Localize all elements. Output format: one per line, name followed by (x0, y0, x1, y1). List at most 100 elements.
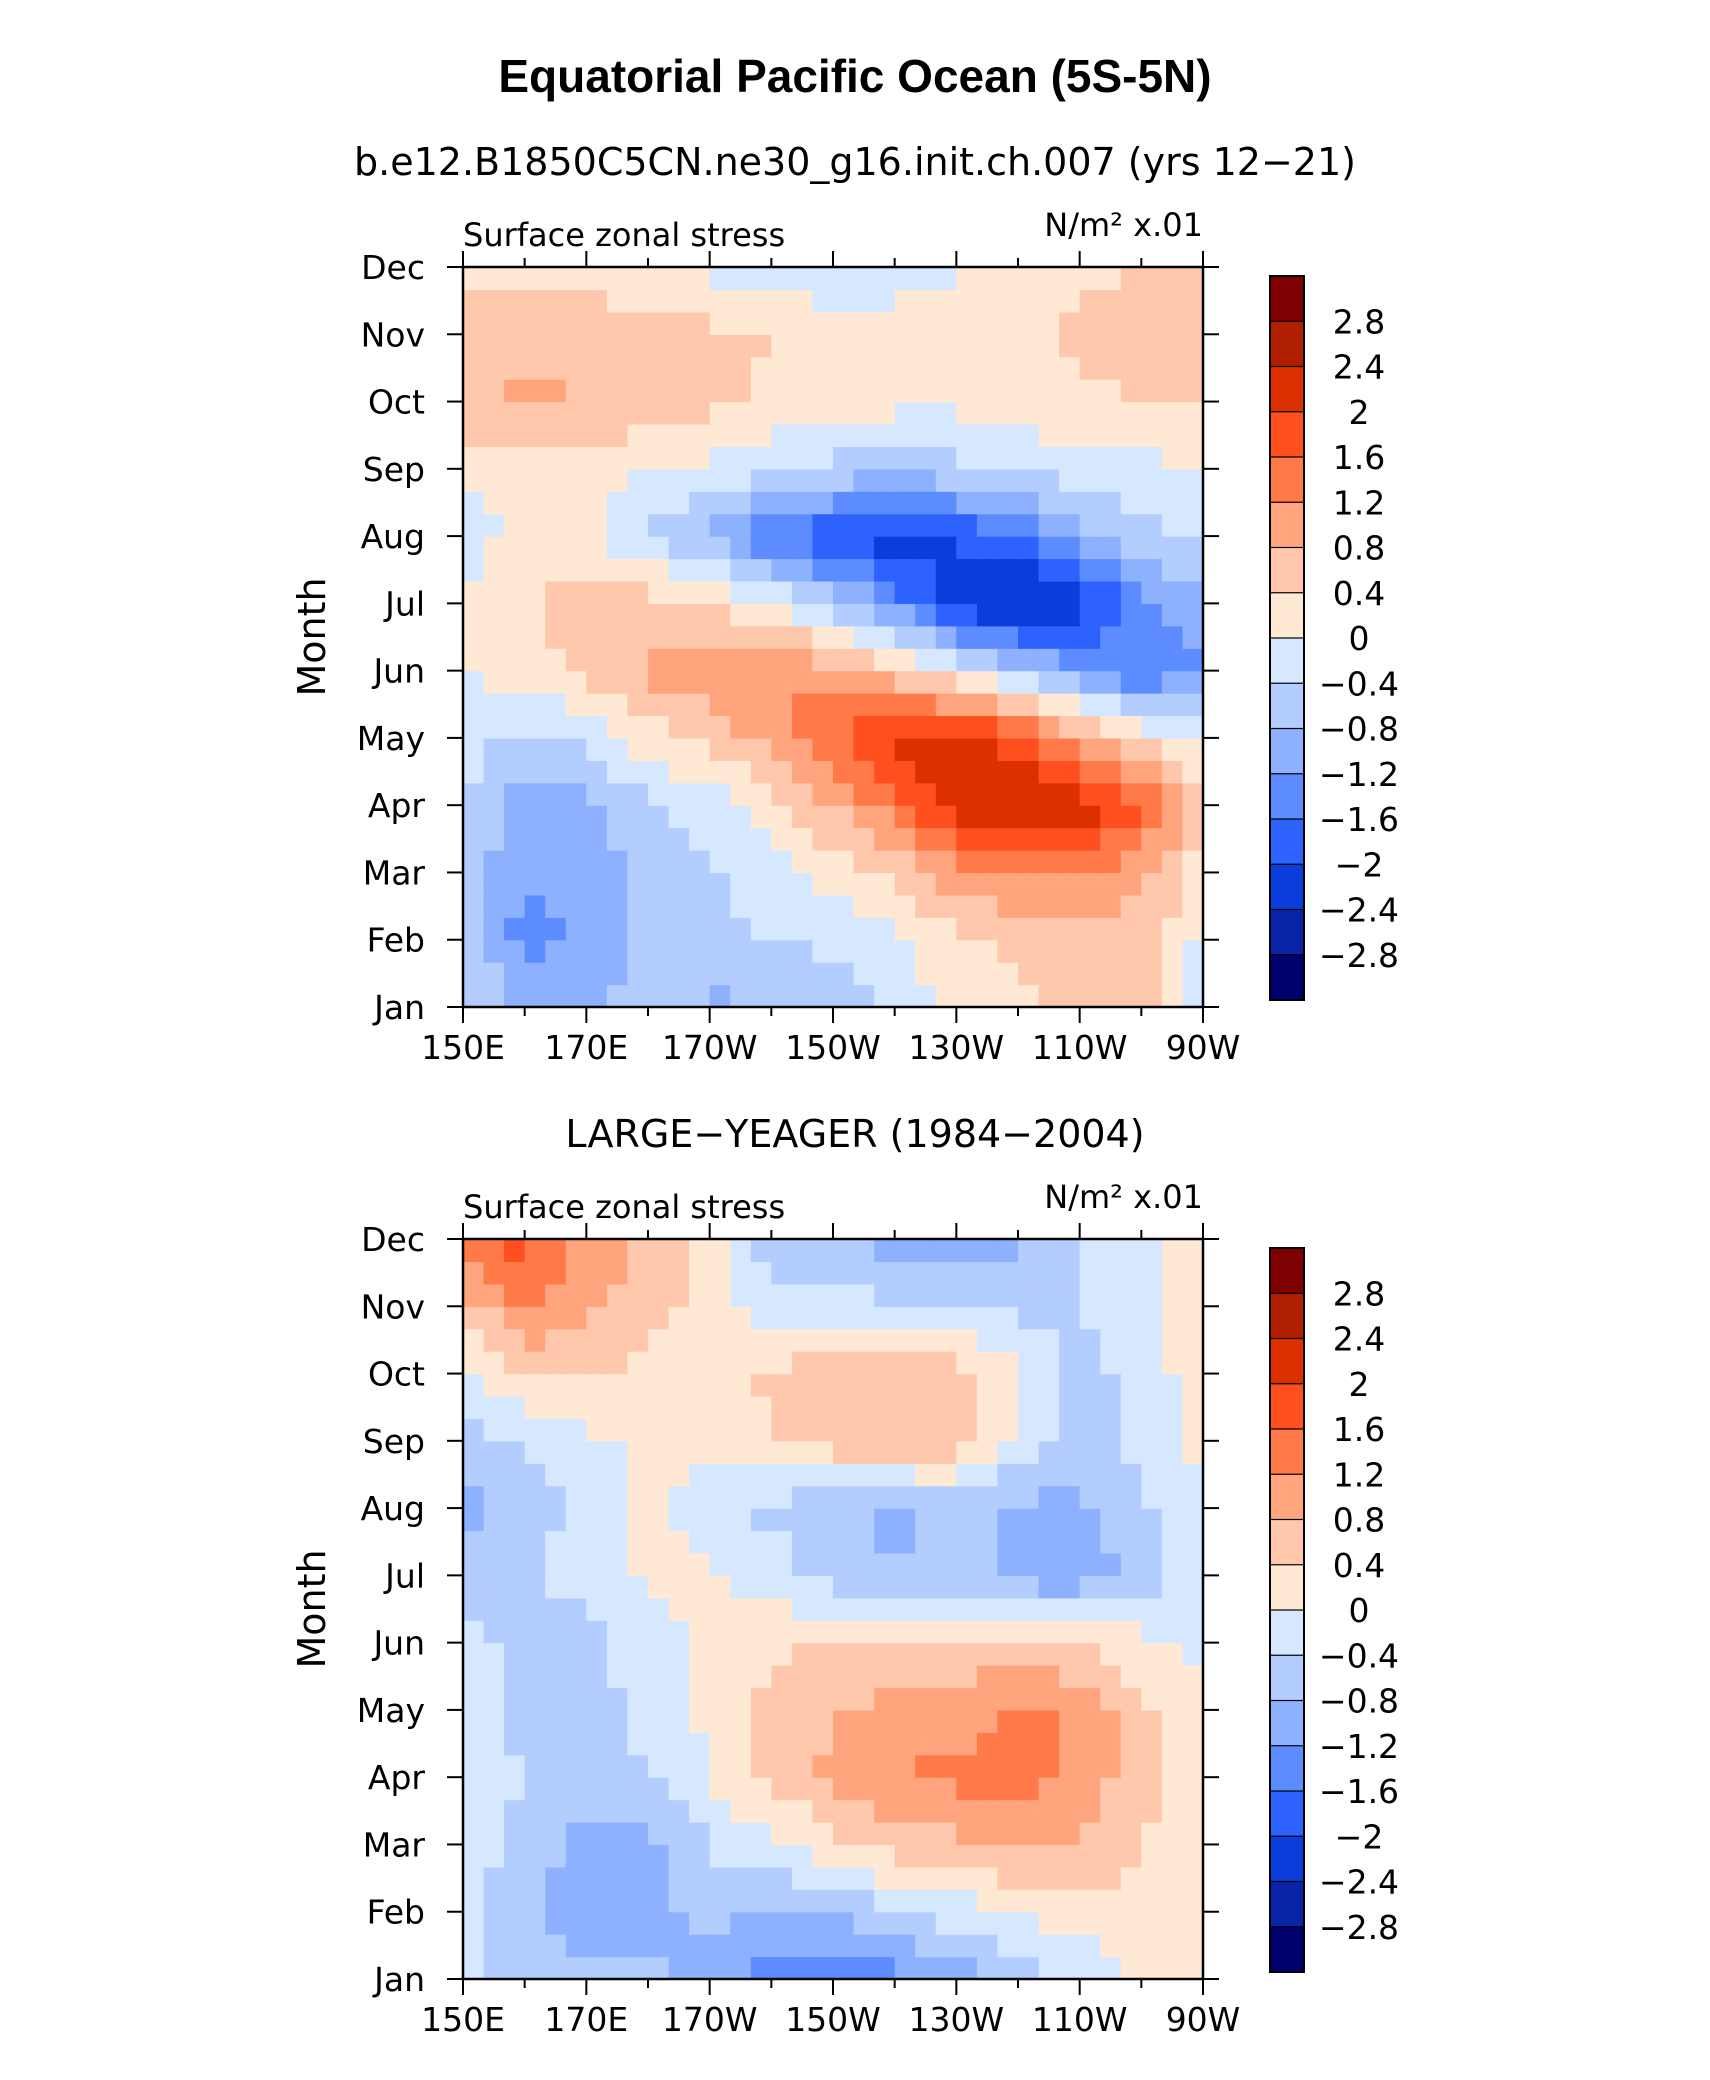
heatmap-cell (853, 782, 875, 806)
heatmap-cell (894, 760, 916, 784)
heatmap-cell (504, 1754, 526, 1778)
heatmap-cell (545, 1418, 567, 1442)
heatmap-cell (874, 962, 896, 986)
heatmap-cell (730, 670, 752, 694)
heatmap-cell (791, 1440, 814, 1464)
heatmap-cell (1120, 1799, 1142, 1823)
heatmap-cell (997, 603, 1019, 627)
heatmap-cell (791, 1822, 814, 1846)
heatmap-cell (1079, 379, 1101, 403)
heatmap-cell (874, 625, 896, 649)
heatmap-cell (504, 1934, 526, 1958)
heatmap-cell (689, 1485, 711, 1509)
heatmap-cell (976, 1351, 999, 1375)
heatmap-cell (750, 782, 772, 806)
heatmap-cell (935, 782, 957, 806)
heatmap-cell (709, 1866, 731, 1890)
heatmap-cell (586, 715, 608, 739)
x-tick-label: 150W (785, 2000, 881, 2039)
heatmap-cell (1079, 1777, 1101, 1801)
heatmap-cell (894, 894, 916, 918)
heatmap-cell (1141, 267, 1163, 291)
heatmap-cell (1120, 625, 1142, 649)
heatmap-cell (750, 715, 772, 739)
heatmap-cell (1182, 1597, 1204, 1621)
heatmap-cell (709, 715, 731, 739)
heatmap-cell (750, 1418, 772, 1442)
heatmap-cell (812, 1328, 834, 1352)
heatmap-cell (586, 356, 608, 380)
heatmap-cell (648, 917, 670, 941)
heatmap-cell (483, 1665, 505, 1689)
heatmap-cell (997, 1418, 1019, 1442)
heatmap-cell (504, 1911, 526, 1935)
colorbar-label: −2.8 (1319, 936, 1399, 975)
heatmap-cell (504, 1395, 526, 1419)
heatmap-cell (524, 1844, 546, 1868)
heatmap-cell (997, 648, 1019, 672)
heatmap-cell (1141, 1440, 1163, 1464)
heatmap-cell (1079, 1934, 1101, 1958)
heatmap-cell (791, 625, 814, 649)
heatmap-cell (1018, 334, 1040, 358)
heatmap-cell (1161, 267, 1184, 291)
heatmap-cell (504, 334, 526, 358)
heatmap-cell (504, 827, 526, 851)
colorbar-label: −1.2 (1319, 755, 1399, 794)
heatmap-cell (689, 1328, 711, 1352)
heatmap-cell (504, 872, 526, 896)
heatmap-cell (606, 1754, 629, 1778)
heatmap-cell (935, 1822, 957, 1846)
heatmap-cell (668, 1687, 690, 1711)
heatmap-cell (545, 1463, 567, 1487)
heatmap-cell (483, 603, 505, 627)
heatmap-cell (565, 603, 587, 627)
heatmap-cell (606, 984, 629, 1008)
heatmap-cell (894, 962, 916, 986)
heatmap-cell (1038, 1463, 1060, 1487)
heatmap-cell (1100, 872, 1122, 896)
heatmap-cell (956, 513, 978, 537)
heatmap-cell (956, 558, 978, 582)
heatmap-cell (1161, 894, 1184, 918)
heatmap-cell (606, 670, 629, 694)
heatmap-cell (668, 334, 690, 358)
heatmap-cell (545, 1911, 567, 1935)
heatmap-cell (1120, 356, 1142, 380)
heatmap-cell (915, 311, 937, 335)
heatmap-cell (1018, 401, 1040, 425)
heatmap-cell (504, 1328, 526, 1352)
heatmap-cell (1161, 737, 1184, 761)
heatmap-cell (874, 693, 896, 717)
heatmap-cell (463, 1956, 485, 1980)
heatmap-cell (1038, 1351, 1060, 1375)
heatmap-cell (1161, 558, 1184, 582)
heatmap-cell (565, 1911, 587, 1935)
heatmap-cell (606, 962, 629, 986)
heatmap-cell (524, 1799, 546, 1823)
heatmap-cell (504, 1642, 526, 1666)
heatmap-cell (1120, 513, 1142, 537)
heatmap-cell (915, 1889, 937, 1913)
heatmap-cell (709, 1306, 731, 1330)
heatmap-cell (1161, 693, 1184, 717)
heatmap-cell (668, 670, 690, 694)
heatmap-cell (586, 1395, 608, 1419)
heatmap-cell (1059, 1866, 1081, 1890)
heatmap-cell (627, 513, 649, 537)
heatmap-cell (1120, 1395, 1142, 1419)
heatmap-cell (648, 1822, 670, 1846)
heatmap-cell (812, 491, 834, 515)
heatmap-cell (689, 1709, 711, 1733)
heatmap-cell (483, 715, 505, 739)
heatmap-cell (1079, 1620, 1101, 1644)
heatmap-cell (1018, 760, 1040, 784)
heatmap-cell (648, 872, 670, 896)
heatmap-cell (1059, 648, 1081, 672)
heatmap-cell (606, 917, 629, 941)
heatmap-cell (606, 513, 629, 537)
heatmap-cell (545, 491, 567, 515)
heatmap-cell (483, 1822, 505, 1846)
heatmap-cell (689, 1687, 711, 1711)
heatmap-cell (709, 334, 731, 358)
